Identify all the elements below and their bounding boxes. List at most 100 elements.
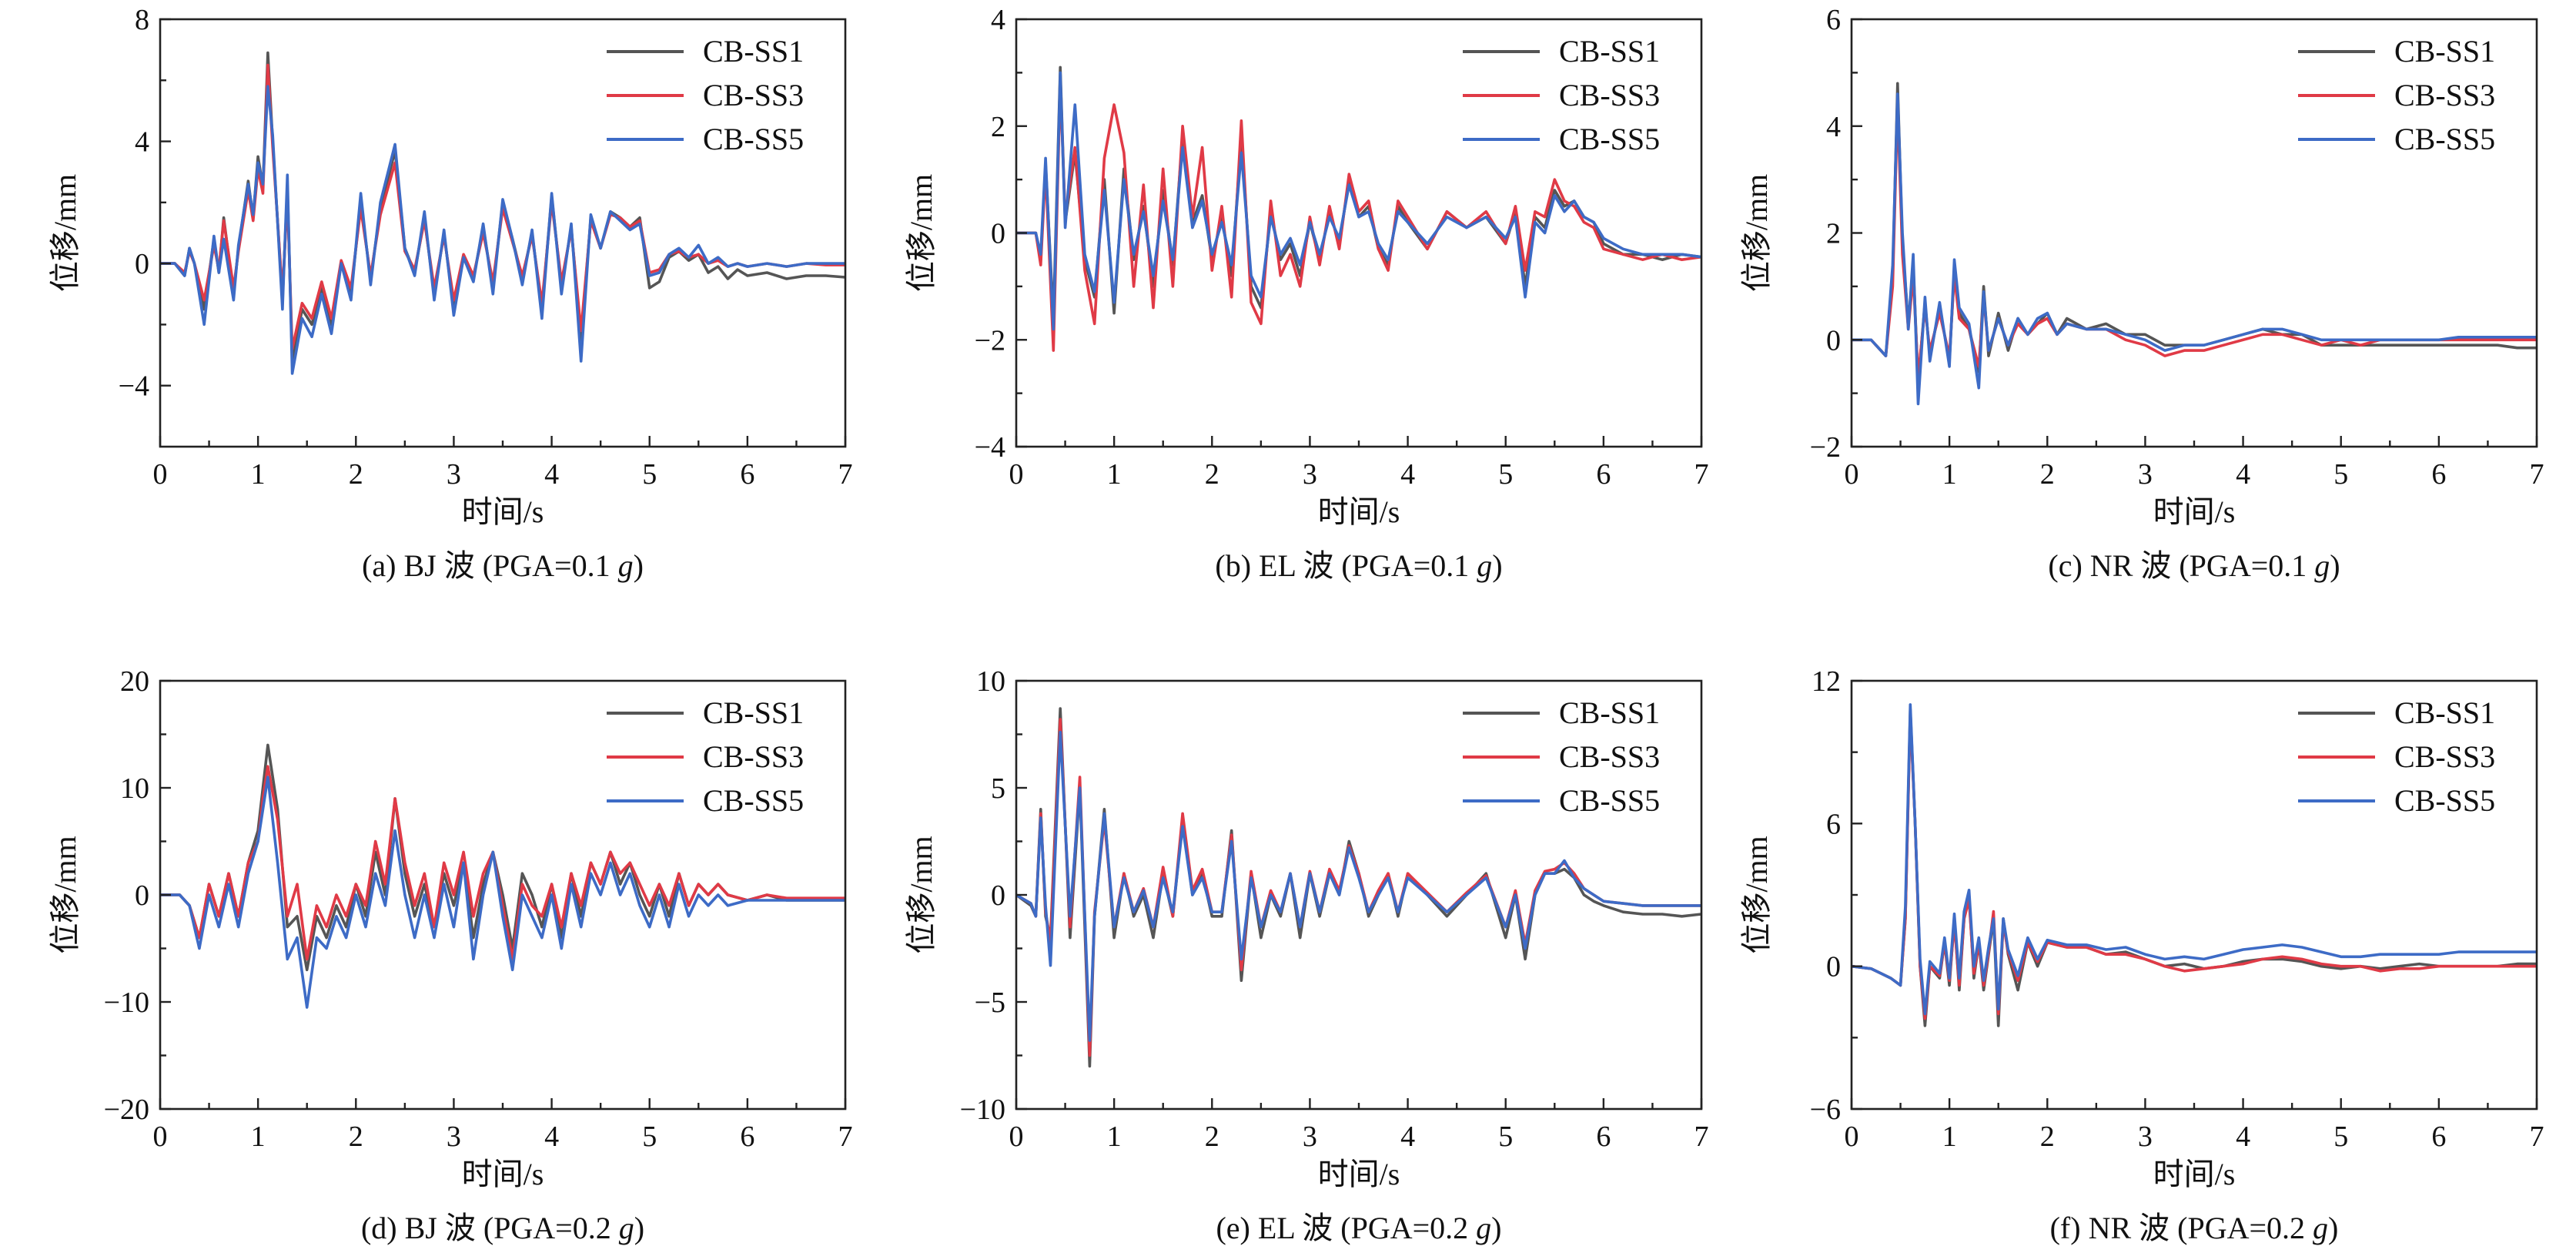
x-axis-label: 时间/s (1318, 1157, 1400, 1191)
y-tick-label: 0 (1826, 324, 1841, 357)
y-tick-label: 0 (1826, 951, 1841, 983)
legend-label: CB-SS5 (1559, 783, 1660, 818)
legend-label: CB-SS1 (1559, 34, 1660, 69)
x-tick-label: 6 (740, 458, 754, 491)
legend-label: CB-SS3 (1559, 78, 1660, 112)
x-tick-label: 7 (1694, 1121, 1709, 1153)
x-tick-label: 6 (1596, 1121, 1611, 1153)
y-tick-label: 2 (991, 111, 1005, 143)
legend-label: CB-SS3 (1559, 739, 1660, 774)
x-tick-label: 3 (447, 458, 461, 491)
y-tick-label: −2 (975, 324, 1005, 357)
caption-italic: g (2314, 548, 2330, 583)
series-group (160, 51, 845, 375)
legend-label: CB-SS3 (703, 739, 804, 774)
series-line-cb-ss3 (160, 765, 845, 961)
x-tick-label: 5 (642, 1121, 657, 1153)
y-axis-label: 位移/mm (1739, 174, 1774, 292)
x-tick-label: 4 (2236, 458, 2250, 491)
x-axis-label: 时间/s (1318, 494, 1400, 529)
y-tick-label: −5 (975, 987, 1005, 1019)
x-tick-label: 5 (642, 458, 657, 491)
y-tick-label: 10 (120, 772, 149, 805)
x-tick-label: 6 (1596, 458, 1611, 491)
y-tick-label: 0 (991, 218, 1005, 250)
legend-label: CB-SS3 (2394, 739, 2495, 774)
x-tick-label: 6 (2431, 1121, 2446, 1153)
series-line-cb-ss3 (1016, 82, 1701, 352)
y-tick-label: −4 (119, 370, 149, 403)
chart-panel-a: 0 1 2 3 4 5 6 7 −4 0 4 8 时间/s 位移/mm CB-SS1 CB-SS3 CB-SS5… (48, 4, 853, 583)
y-tick-label: −2 (1810, 431, 1841, 464)
x-tick-label: 5 (1498, 1121, 1513, 1153)
x-axis-label: 时间/s (2153, 494, 2236, 529)
x-tick-label: 1 (251, 1121, 266, 1153)
series-line-cb-ss5 (1016, 71, 1701, 331)
chart-panel-e: 0 1 2 3 4 5 6 7−10−50510时间/s位移/mmCB-SS1CB-SS3CB… (904, 665, 1709, 1245)
x-tick-label: 7 (838, 1121, 853, 1153)
y-tick-label: 12 (1812, 665, 1841, 698)
series-line-cb-ss5 (160, 776, 845, 1009)
legend: CB-SS1 CB-SS3 CB-SS5 (1463, 695, 1660, 818)
series-group (1852, 82, 2537, 406)
y-axis-label: 位移/mm (1739, 836, 1774, 953)
legend-label: CB-SS3 (2394, 78, 2495, 112)
panel-caption: (d) BJ 波 (PGA=0.2 g) (361, 1211, 644, 1245)
legend-label: CB-SS5 (1559, 122, 1660, 156)
series-line-cb-ss5 (1852, 92, 2537, 406)
x-tick-label: 2 (2040, 458, 2055, 491)
x-tick-label: 7 (2530, 458, 2544, 491)
y-tick-label: 0 (135, 248, 149, 280)
legend-label: CB-SS3 (703, 78, 804, 112)
y-tick-label: 20 (120, 665, 149, 698)
series-line-cb-ss5 (160, 85, 845, 375)
panel-caption: (f) NR 波 (PGA=0.2 g) (2050, 1211, 2339, 1245)
x-tick-label: 2 (1205, 1121, 1219, 1153)
caption-end: ) (1491, 1211, 1501, 1245)
y-axis-label: 位移/mm (48, 174, 82, 292)
x-tick-label: 6 (740, 1121, 754, 1153)
caption-end: ) (1492, 548, 1502, 583)
caption-end: ) (2328, 1211, 2338, 1245)
caption-italic: g (618, 548, 634, 583)
legend: CB-SS1 CB-SS3 CB-SS5 (607, 695, 804, 818)
y-axis-label: 位移/mm (48, 836, 82, 953)
y-tick-label: 4 (1826, 111, 1841, 143)
x-axis-label: 时间/s (2153, 1157, 2236, 1191)
y-tick-label: 10 (976, 665, 1005, 698)
x-tick-label: 7 (838, 458, 853, 491)
legend-label: CB-SS1 (2394, 695, 2495, 730)
x-tick-label: 1 (1942, 458, 1957, 491)
series-group (1016, 707, 1701, 1068)
panel-caption: (c) NR 波 (PGA=0.1 g) (2048, 548, 2340, 583)
x-tick-label: 3 (2138, 458, 2153, 491)
x-tick-label: 7 (2530, 1121, 2544, 1153)
x-tick-label: 5 (1498, 458, 1513, 491)
panel-caption: (b) EL 波 (PGA=0.1 g) (1215, 548, 1502, 583)
x-tick-label: 4 (544, 1121, 559, 1153)
x-tick-label: 5 (2333, 458, 2348, 491)
legend-label: CB-SS5 (703, 783, 804, 818)
x-tick-label: 7 (1694, 458, 1709, 491)
x-axis-label: 时间/s (462, 1157, 544, 1191)
x-tick-label: 3 (1303, 458, 1317, 491)
x-tick-label: 4 (1400, 458, 1415, 491)
x-tick-label: 0 (1009, 1121, 1024, 1153)
x-tick-label: 4 (1400, 1121, 1415, 1153)
x-tick-label: 5 (2333, 1121, 2348, 1153)
caption-end: ) (634, 1211, 644, 1245)
caption-italic: g (2313, 1211, 2328, 1245)
x-axis-label: 时间/s (462, 494, 544, 529)
y-tick-label: −10 (960, 1094, 1005, 1126)
x-tick-label: 2 (2040, 1121, 2055, 1153)
x-tick-label: 1 (251, 458, 266, 491)
caption-main: (c) NR 波 (PGA=0.1 (2048, 548, 2314, 583)
chart-panel-b: 0 1 2 3 4 5 6 7−4−2024时间/s位移/mmCB-SS1CB-SS3CB-S… (904, 4, 1709, 583)
x-tick-label: 4 (2236, 1121, 2250, 1153)
legend: CB-SS1 CB-SS3 CB-SS5 (2298, 695, 2495, 818)
legend-label: CB-SS1 (2394, 34, 2495, 69)
y-tick-label: −20 (104, 1094, 149, 1126)
x-tick-label: 1 (1942, 1121, 1957, 1153)
y-tick-label: 0 (991, 879, 1005, 912)
legend-label: CB-SS5 (703, 122, 804, 156)
